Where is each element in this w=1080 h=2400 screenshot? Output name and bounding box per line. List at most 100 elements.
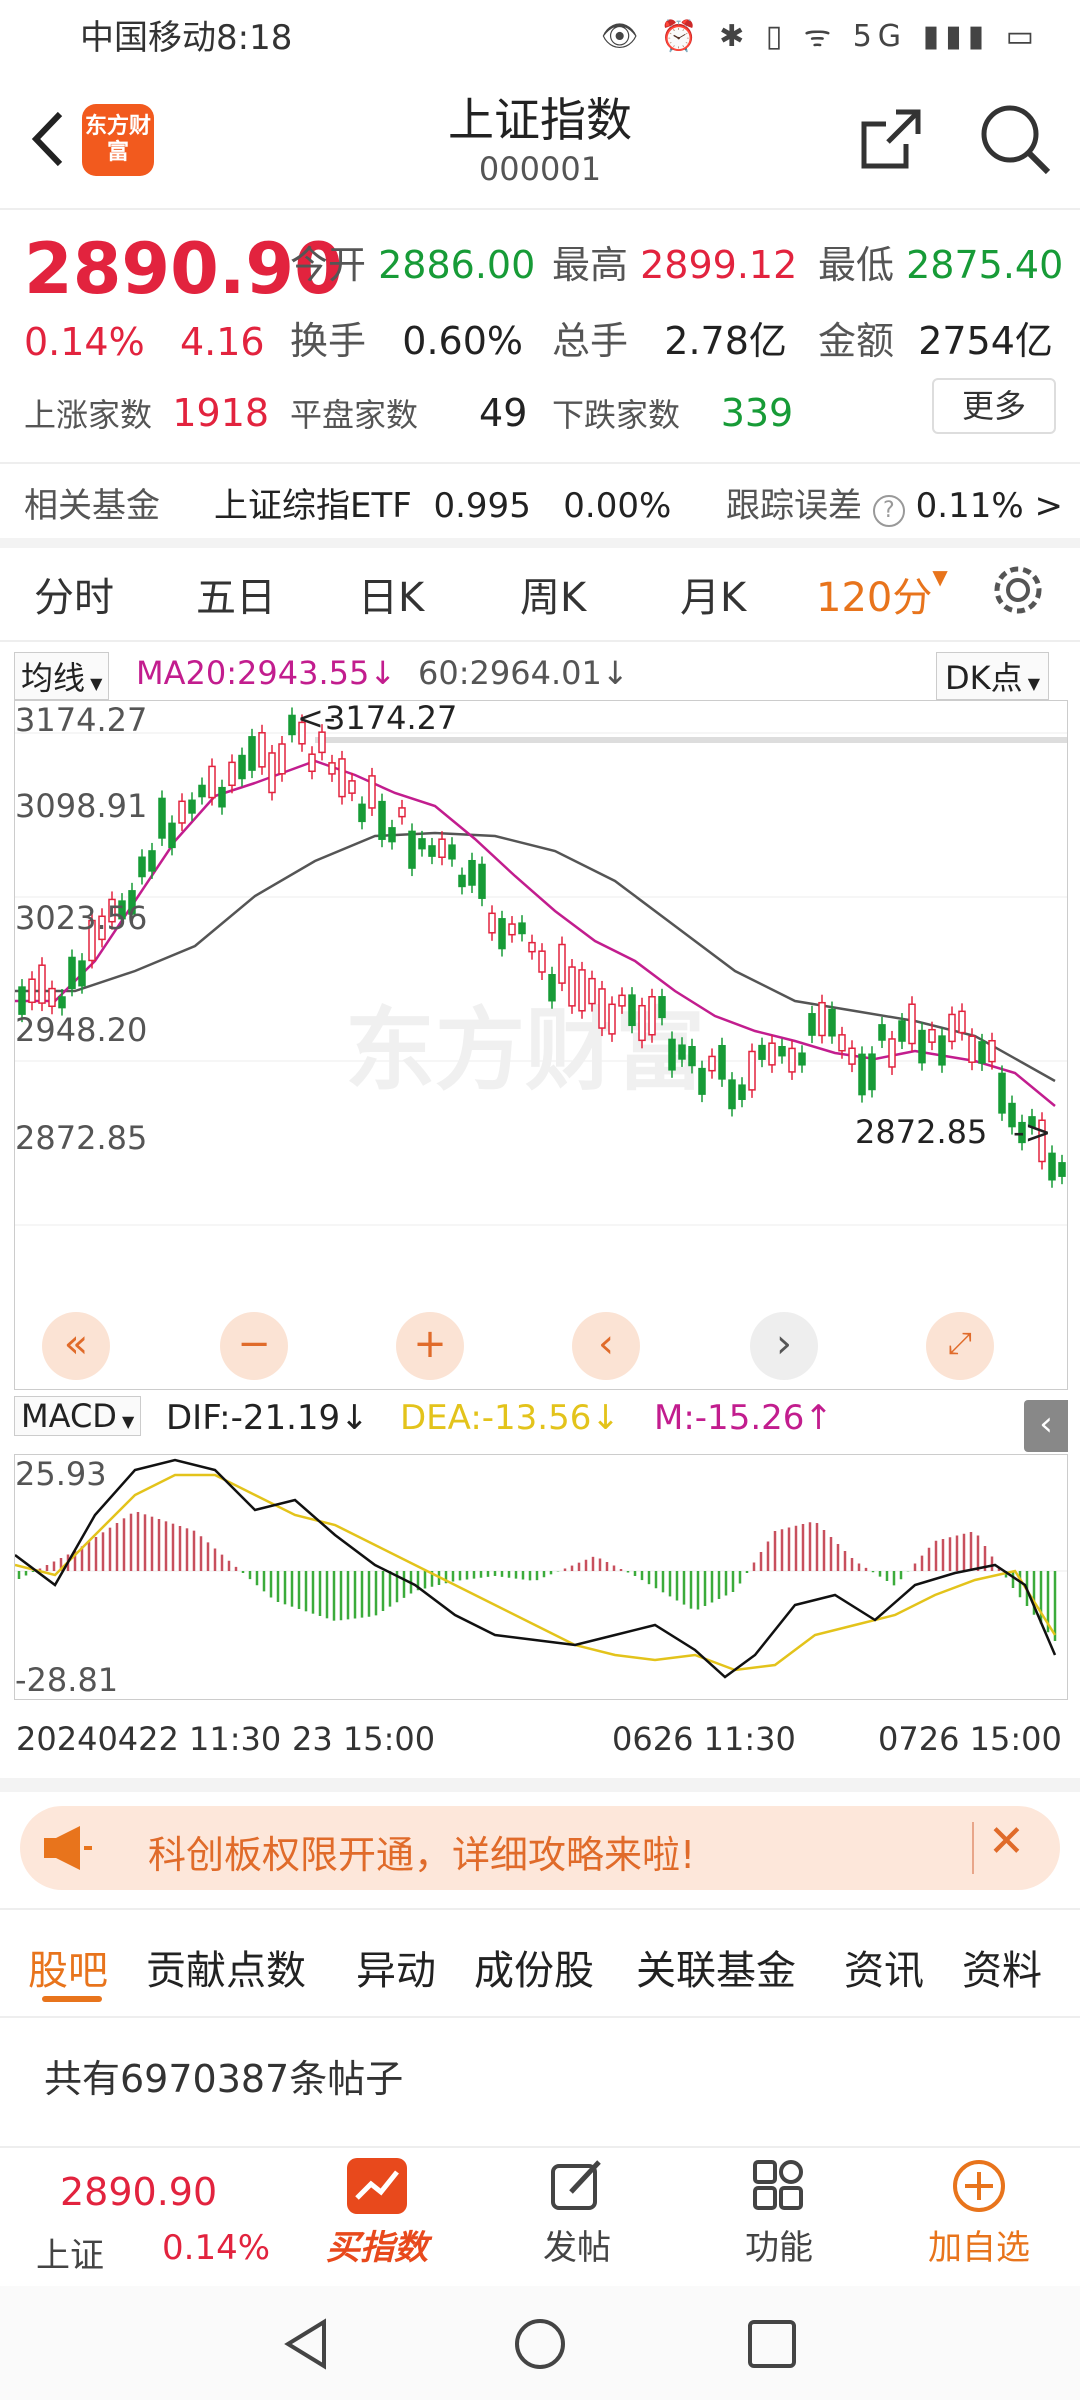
- candle-body: [438, 838, 446, 858]
- candle-body: [458, 874, 466, 888]
- post-label: 发帖: [543, 2228, 611, 2268]
- zoom-out-button[interactable]: −: [220, 1312, 288, 1380]
- back-icon[interactable]: [22, 104, 82, 174]
- help-icon[interactable]: ?: [872, 495, 905, 527]
- candle-body: [208, 765, 216, 799]
- tab-120min[interactable]: 120分▼: [816, 565, 948, 621]
- candle-body: [978, 1041, 986, 1064]
- candle-body: [848, 1047, 856, 1065]
- add-watchlist-label: 加自选: [928, 2228, 1030, 2268]
- bottom-price: 2890.90: [60, 2170, 218, 2214]
- tab-abnormal[interactable]: 异动: [356, 1948, 436, 1994]
- candle-body: [768, 1042, 776, 1066]
- candle-body: [758, 1044, 766, 1060]
- zoom-in-button[interactable]: +: [396, 1312, 464, 1380]
- candle-body: [108, 898, 116, 923]
- ma-selector[interactable]: 均线 ▼: [14, 652, 110, 700]
- candle-body: [188, 799, 196, 814]
- tab-five-day[interactable]: 五日: [196, 575, 276, 621]
- candle-body: [198, 784, 206, 798]
- candle-body: [78, 960, 86, 987]
- tab-timeshare[interactable]: 分时: [34, 575, 114, 621]
- candle-body: [548, 974, 556, 1002]
- tab-contribution[interactable]: 贡献点数: [146, 1948, 306, 1994]
- candle-body: [638, 1004, 646, 1042]
- candle-body: [158, 797, 166, 839]
- tab-week-k[interactable]: 周K: [520, 575, 587, 621]
- scroll-left-fast-button[interactable]: «: [42, 1312, 110, 1380]
- candle-body: [648, 996, 656, 1036]
- candle-body: [888, 1038, 896, 1068]
- scroll-left-button[interactable]: ‹: [572, 1312, 640, 1380]
- open-stat: 今开 2886.00: [290, 243, 536, 287]
- dk-selector[interactable]: DK点 ▼: [936, 652, 1050, 700]
- nav-back-icon[interactable]: [280, 2316, 336, 2376]
- tracking-error[interactable]: 跟踪误差 ? 0.11% >: [726, 486, 1063, 527]
- max-marker-arrow: <-: [297, 701, 335, 737]
- candle-body: [378, 800, 386, 840]
- candle-body: [308, 753, 316, 773]
- nav-recent-icon[interactable]: [744, 2316, 800, 2376]
- post-button[interactable]: 发帖: [512, 2150, 642, 2269]
- candle-body: [388, 827, 396, 843]
- divider: [0, 640, 1080, 642]
- candle-body: [678, 1044, 686, 1060]
- macd-selector[interactable]: MACD ▼: [14, 1396, 142, 1436]
- candle-body: [278, 743, 286, 775]
- search-icon[interactable]: [976, 100, 1052, 180]
- candle-body: [358, 803, 366, 823]
- macd-bottom: -28.81: [15, 1661, 118, 1699]
- banner-divider: [972, 1822, 974, 1874]
- candle-body: [348, 780, 356, 794]
- divider: [0, 2016, 1080, 2018]
- macd-m: M:-15.26↑: [654, 1398, 833, 1438]
- more-button[interactable]: 更多: [932, 378, 1056, 434]
- collapse-icon[interactable]: ‹: [1024, 1400, 1068, 1452]
- candle-body: [1048, 1152, 1056, 1181]
- macd-dea: DEA:-13.56↓: [400, 1398, 620, 1438]
- fullscreen-button[interactable]: ⤢: [926, 1312, 994, 1380]
- tab-profile[interactable]: 资料: [962, 1948, 1042, 1994]
- candle-body: [958, 1010, 966, 1034]
- scroll-right-button[interactable]: ›: [750, 1312, 818, 1380]
- candle-body: [708, 1055, 716, 1072]
- ma20-value: MA20:2943.55↓: [136, 654, 397, 692]
- settings-icon[interactable]: [990, 562, 1046, 622]
- buy-index-button[interactable]: 买指数: [312, 2150, 442, 2269]
- candle-body: [398, 807, 406, 818]
- bottom-pct: 0.14%: [162, 2228, 271, 2268]
- tab-news[interactable]: 资讯: [844, 1948, 924, 1994]
- close-icon[interactable]: ✕: [988, 1816, 1025, 1867]
- post-count: 共有6970387条帖子: [44, 2057, 404, 2101]
- kline-chart[interactable]: 东方财富 3174.27 3098.91 3023.56 2948.20 287…: [14, 699, 1068, 1390]
- add-watchlist-button[interactable]: 加自选: [914, 2150, 1044, 2269]
- ma60-value: 60:2964.01↓: [418, 654, 629, 692]
- candle-body: [908, 1003, 916, 1045]
- candle-body: [718, 1044, 726, 1080]
- banner-text: 科创板权限开通，详细攻略来啦!: [148, 1833, 696, 1877]
- tab-guba[interactable]: 股吧: [28, 1948, 108, 1994]
- candle-body: [1038, 1119, 1046, 1163]
- status-carrier: 中国移动8:18: [80, 18, 293, 58]
- tab-day-k[interactable]: 日K: [358, 575, 425, 621]
- candle-body: [1058, 1162, 1066, 1177]
- function-button[interactable]: 功能: [714, 2150, 844, 2269]
- candle-body: [258, 732, 266, 768]
- candle-body: [868, 1053, 876, 1091]
- tab-month-k[interactable]: 月K: [680, 575, 747, 621]
- candle-body: [948, 1013, 956, 1043]
- share-icon[interactable]: [856, 104, 926, 178]
- bottom-name: 上证: [36, 2236, 104, 2276]
- x-axis-mid: 0626 11:30: [612, 1720, 796, 1758]
- nav-home-icon[interactable]: [512, 2316, 568, 2376]
- candle-body: [608, 1003, 616, 1035]
- app-logo: 东方财富: [82, 104, 154, 176]
- promo-banner[interactable]: 科创板权限开通，详细攻略来啦! ✕: [20, 1806, 1060, 1890]
- status-bar: 中国移动8:18 👁 ⏰ ✱ ▯ ᯤ 5G ▮▮▮ ▭: [0, 0, 1080, 70]
- related-fund-row[interactable]: 相关基金 上证综指ETF 0.995 0.00%: [24, 486, 672, 526]
- tab-constituents[interactable]: 成份股: [474, 1948, 594, 1994]
- candle-body: [328, 762, 336, 775]
- tab-related-funds[interactable]: 关联基金: [636, 1948, 796, 1994]
- min-marker: 2872.85: [855, 1113, 987, 1151]
- candle-body: [598, 988, 606, 1029]
